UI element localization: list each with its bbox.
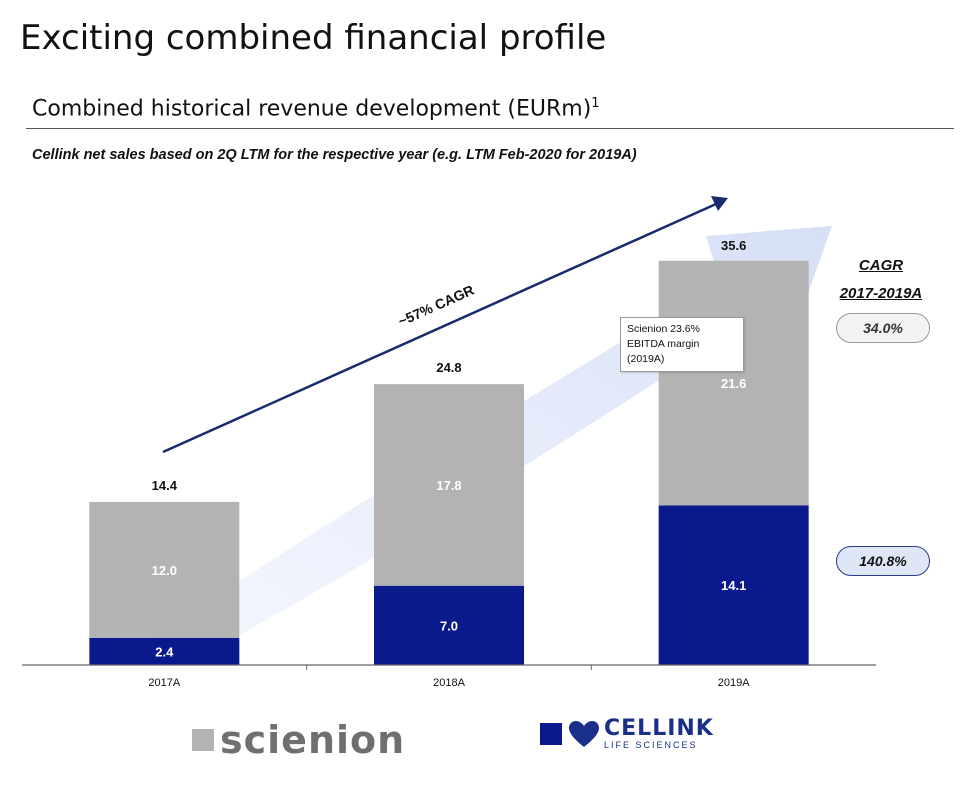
bar-scienion [374, 384, 524, 586]
page-title: Exciting combined financial profile [20, 18, 607, 58]
cagr-trend-label: ~57% CAGR [396, 282, 477, 330]
bar-scienion-value-label: 21.6 [721, 376, 746, 391]
legend-scienion: scienion [192, 718, 405, 762]
bar-cellink-value-label: 2.4 [155, 644, 174, 659]
cellink-logo: CELLINK LIFE SCIENCES [568, 718, 714, 750]
chart-subtitle: Combined historical revenue development … [32, 96, 600, 121]
callout-line-2: EBITDA margin [627, 338, 700, 350]
cagr-trend-arrowhead [711, 196, 728, 211]
bar-total-label: 35.6 [721, 238, 746, 253]
title-divider [26, 128, 954, 129]
legend-swatch-cellink [540, 723, 562, 745]
legend-cellink: CELLINK LIFE SCIENCES [540, 718, 714, 750]
x-axis-tick-label: 2019A [718, 677, 750, 689]
cagr-trend-line [162, 202, 717, 454]
callout-line-3: (2019A) [627, 353, 665, 365]
legend-swatch-scienion [192, 729, 214, 751]
bar-total-label: 14.4 [152, 478, 178, 493]
bar-cellink-value-label: 14.1 [721, 578, 746, 593]
cellink-logo-sub: LIFE SCIENCES [604, 740, 698, 750]
bar-cellink [374, 585, 524, 665]
bar-cellink [89, 637, 240, 665]
bar-scienion-value-label: 17.8 [436, 478, 461, 493]
heart-icon [569, 721, 599, 747]
bar-scienion-value-label: 12.0 [152, 563, 177, 578]
subtitle-text: Combined historical revenue development … [32, 96, 592, 122]
bar-cellink [658, 505, 809, 665]
cellink-logo-name: CELLINK [604, 716, 714, 741]
x-axis-tick-label: 2018A [433, 677, 465, 689]
scienion-logo: scienion [220, 718, 406, 762]
cagr-heading: CAGR 2017-2019A [826, 252, 936, 308]
ebitda-callout: Scienion 23.6% EBITDA margin (2019A) [620, 317, 744, 372]
bar-total-label: 24.8 [436, 360, 461, 375]
cagr-heading-line2: 2017-2019A [839, 285, 923, 302]
x-axis-tick-label: 2017A [148, 677, 180, 689]
bar-cellink-value-label: 7.0 [440, 618, 458, 633]
footnote-marker: 1 [591, 96, 600, 111]
bar-scienion [89, 501, 240, 638]
callout-line-1: Scienion 23.6% [627, 323, 700, 335]
bar-scienion [658, 260, 809, 506]
chart-note: Cellink net sales based on 2Q LTM for th… [32, 147, 637, 163]
cagr-heading-line1: CAGR [858, 257, 904, 274]
cagr-cellink-badge: 140.8% [836, 546, 930, 576]
cagr-scienion-badge: 34.0% [836, 313, 930, 343]
